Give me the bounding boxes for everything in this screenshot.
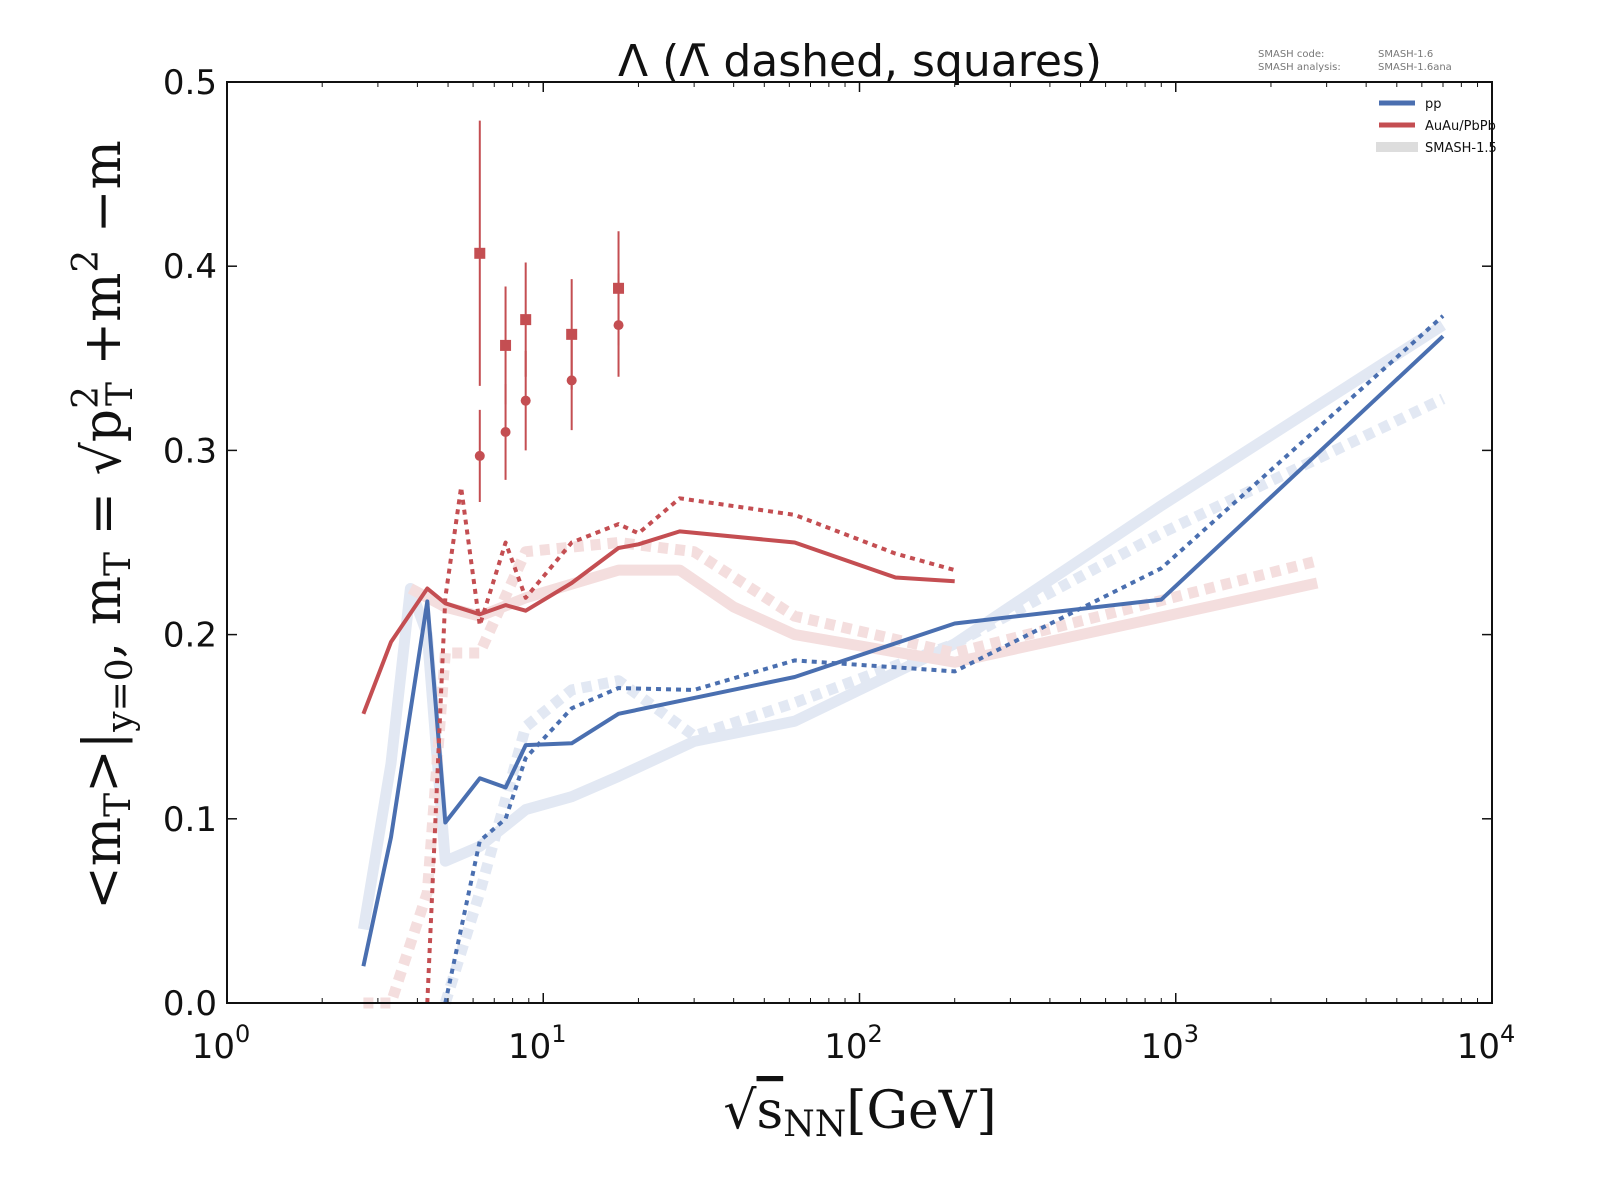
legend-label-aa: AuAu/PbPb	[1425, 119, 1496, 134]
legend-label-pp: pp	[1425, 97, 1442, 112]
series-line-current-pp-dashed	[443, 314, 1445, 1004]
x-tick-label: 100	[192, 1020, 251, 1067]
series-line-SMASH-1.5-AA-dashed	[363, 537, 1319, 1009]
chart-title: Λ (Λ̄ dashed, squares)	[618, 36, 1102, 87]
y-axis-label: <mT>|y=0, mT = √p2T +m2 −m	[66, 140, 141, 910]
axis-ticks: 100 101 102 103 104 0.0 0.1 0.2 0.3 0.4 0.5	[163, 63, 1515, 1067]
y-tick-label: 0.5	[163, 63, 217, 103]
plot-frame	[226, 81, 1493, 1004]
series-line-current-pp-solid	[361, 334, 1445, 967]
meta-analysis-label: SMASH analysis:	[1258, 62, 1341, 73]
x-tick-label: 103	[1140, 1020, 1199, 1067]
meta-code-value: SMASH-1.6	[1378, 49, 1433, 60]
meta-code-label: SMASH code:	[1258, 49, 1324, 60]
y-tick-label: 0.2	[163, 616, 217, 656]
data-point-square	[520, 314, 532, 326]
series-line-SMASH-1.5-AA-solid	[407, 564, 1319, 668]
data-point-circle	[613, 320, 624, 331]
x-tick-label: 102	[824, 1020, 883, 1067]
x-tick-label: 104	[1457, 1020, 1516, 1067]
y-tick-label: 0.0	[163, 984, 217, 1024]
data-point-square	[474, 247, 486, 259]
y-tick-label: 0.3	[163, 431, 217, 471]
series-line-current-AA-solid	[361, 529, 955, 715]
legend-label-smash15: SMASH-1.5	[1425, 141, 1497, 156]
x-tick-label: 101	[508, 1020, 567, 1067]
y-tick-label: 0.1	[163, 800, 217, 840]
data-point-square	[500, 339, 512, 351]
legend: pp AuAu/PbPb SMASH-1.5	[1376, 97, 1497, 156]
data-point-circle	[474, 450, 485, 461]
series-line-current-AA-dashed	[425, 485, 956, 1004]
series-line-SMASH-1.5-pp-dashed	[440, 393, 1446, 1005]
data-point-circle	[566, 375, 577, 386]
data-point-circle	[500, 426, 511, 437]
plot-marks	[357, 120, 1446, 1009]
x-axis-label: √sNN[GeV]	[723, 1081, 996, 1145]
meta-analysis-value: SMASH-1.6ana	[1378, 62, 1452, 73]
y-tick-label: 0.4	[163, 247, 217, 287]
data-point-circle	[520, 395, 531, 406]
